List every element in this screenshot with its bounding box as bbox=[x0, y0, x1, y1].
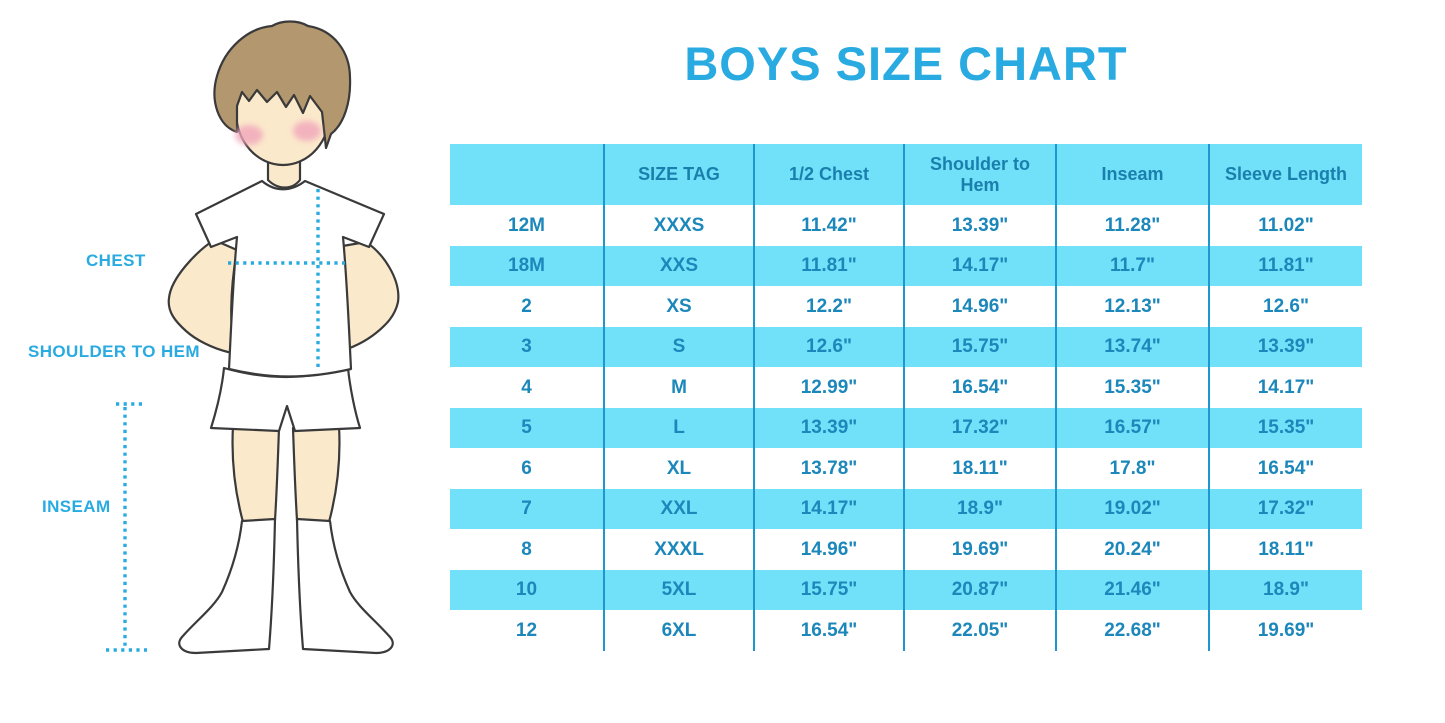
left-blush bbox=[235, 125, 263, 145]
measurement-cell: 19.69" bbox=[903, 529, 1055, 570]
left-leg-shape bbox=[231, 424, 281, 524]
hair-shape bbox=[213, 20, 352, 150]
column-header: SIZE TAG bbox=[603, 144, 753, 205]
measurement-cell: 15.75" bbox=[753, 569, 903, 610]
size-row-label: 4 bbox=[521, 376, 532, 398]
size-row-label: 18M bbox=[450, 245, 603, 286]
measurement-cell: 14.17" bbox=[903, 245, 1055, 286]
left-sock-shape bbox=[178, 517, 277, 655]
measurement-cell: 11.81" bbox=[1208, 245, 1362, 286]
measurement-cell: 12.2" bbox=[753, 286, 903, 327]
measurement-cell: 13.39" bbox=[753, 407, 903, 448]
measurement-cell: 17.32" bbox=[1208, 488, 1362, 529]
measurement-cell: 14.17" bbox=[1208, 367, 1362, 408]
measurement-cell: 12.6" bbox=[1208, 286, 1362, 327]
column-header: Sleeve Length bbox=[1208, 144, 1362, 205]
measurement-cell: 17.32" bbox=[903, 407, 1055, 448]
size-row-label: 7 bbox=[450, 488, 603, 529]
size-row-label: 6 bbox=[521, 457, 532, 479]
right-leg-shape bbox=[291, 424, 341, 524]
measurement-cell: 22.68" bbox=[1055, 610, 1208, 651]
measurement-cell: 15.35" bbox=[1208, 407, 1362, 448]
measurement-cell: 20.87" bbox=[903, 569, 1055, 610]
measurement-cell: M bbox=[603, 367, 753, 408]
measurement-cell: 16.54" bbox=[1208, 448, 1362, 489]
measurement-cell: 18.9" bbox=[903, 488, 1055, 529]
measurement-cell: 11.7" bbox=[1055, 245, 1208, 286]
measurement-cell: 11.02" bbox=[1208, 205, 1362, 246]
right-sock-shape bbox=[295, 517, 394, 655]
measurement-cell: 12.99" bbox=[753, 367, 903, 408]
measurement-cell: 16.54" bbox=[903, 367, 1055, 408]
size-row-label: 3 bbox=[450, 326, 603, 367]
measurement-cell: S bbox=[603, 326, 753, 367]
size-row-label: 2 bbox=[521, 295, 532, 317]
measurement-cell: 11.81" bbox=[753, 245, 903, 286]
measurement-cell: 14.17" bbox=[753, 488, 903, 529]
measurement-cell: 16.57" bbox=[1055, 407, 1208, 448]
size-row-label: 12M bbox=[508, 214, 545, 236]
shoulder-to-hem-label: SHOULDER TO HEM bbox=[28, 342, 200, 361]
column-header: 1/2 Chest bbox=[753, 144, 903, 205]
measurement-cell: 20.24" bbox=[1055, 529, 1208, 570]
measurement-cell: 15.35" bbox=[1055, 367, 1208, 408]
measurement-cell: 13.78" bbox=[753, 448, 903, 489]
inseam-label: INSEAM bbox=[42, 497, 111, 516]
measurement-cell: XXS bbox=[603, 245, 753, 286]
measurement-cell: 13.39" bbox=[1208, 326, 1362, 367]
measurement-cell: 14.96" bbox=[903, 286, 1055, 327]
left-arm-shape bbox=[167, 238, 239, 355]
measurement-cell: XXXS bbox=[603, 205, 753, 246]
measurement-cell: 12.13" bbox=[1055, 286, 1208, 327]
size-table: SIZE TAG 1/2 Chest Shoulder to Hem Inseam Sl… bbox=[450, 144, 1362, 651]
measurement-cell: 18.9" bbox=[1208, 569, 1362, 610]
measurement-cell: 11.42" bbox=[753, 205, 903, 246]
tshirt-shape bbox=[194, 179, 386, 378]
measurement-cell: 19.69" bbox=[1208, 610, 1362, 651]
measurement-cell: 13.74" bbox=[1055, 326, 1208, 367]
size-row-label: 8 bbox=[521, 538, 532, 560]
measurement-cell: XXL bbox=[603, 488, 753, 529]
measurement-cell: 15.75" bbox=[903, 326, 1055, 367]
measurement-cell: 16.54" bbox=[753, 610, 903, 651]
measurement-cell: L bbox=[603, 407, 753, 448]
measurement-cell: XL bbox=[603, 448, 753, 489]
measurement-cell: 11.28" bbox=[1055, 205, 1208, 246]
measurement-cell: 18.11" bbox=[1208, 529, 1362, 570]
right-blush bbox=[293, 121, 321, 141]
page-title: BOYS SIZE CHART bbox=[684, 37, 1128, 90]
measurement-cell: 19.02" bbox=[1055, 488, 1208, 529]
measurement-cell: 22.05" bbox=[903, 610, 1055, 651]
size-row-label: 5 bbox=[450, 407, 603, 448]
measurement-cell: 14.96" bbox=[753, 529, 903, 570]
chest-label: CHEST bbox=[86, 251, 146, 270]
measurement-cell: 13.39" bbox=[903, 205, 1055, 246]
measurement-cell: 5XL bbox=[603, 569, 753, 610]
measurement-cell: 17.8" bbox=[1055, 448, 1208, 489]
size-row-label: 12 bbox=[515, 619, 538, 641]
column-header: Inseam bbox=[1055, 144, 1208, 205]
measurement-cell: XXXL bbox=[603, 529, 753, 570]
column-header: Shoulder to Hem bbox=[903, 144, 1055, 205]
measurement-cell: 21.46" bbox=[1055, 569, 1208, 610]
measurement-cell: 12.6" bbox=[753, 326, 903, 367]
boy-figure-illustration bbox=[106, 20, 400, 655]
shorts-shape bbox=[209, 366, 362, 433]
measurement-cell: 18.11" bbox=[903, 448, 1055, 489]
size-row-label: 10 bbox=[450, 569, 603, 610]
measurement-cell: XS bbox=[603, 286, 753, 327]
measurement-cell: 6XL bbox=[603, 610, 753, 651]
column-header bbox=[450, 144, 603, 205]
